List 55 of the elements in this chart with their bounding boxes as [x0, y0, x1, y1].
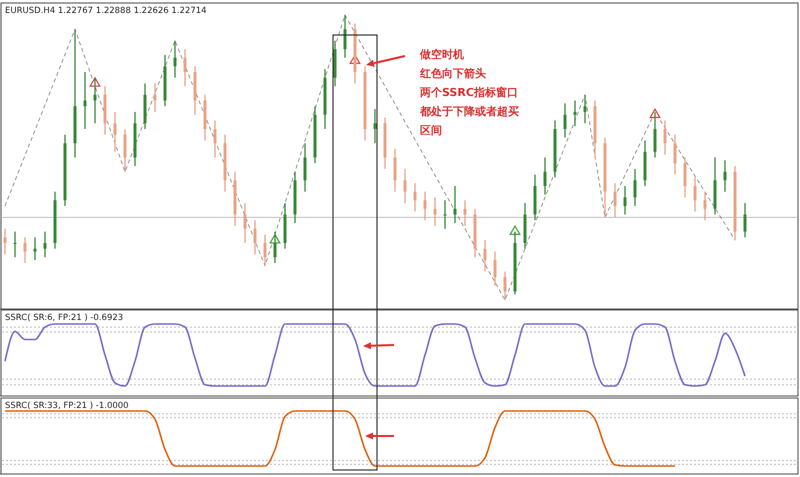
candlestick [264, 234, 266, 266]
candlestick [34, 236, 36, 261]
candlestick [84, 71, 86, 130]
candlestick [574, 100, 576, 127]
candlestick [664, 120, 666, 156]
candlestick [244, 202, 246, 244]
chart-title: EURUSD.H4 1.22767 1.22888 1.22626 1.22714 [5, 6, 207, 16]
annotation: 两个SSRC指标窗口 [419, 86, 518, 99]
candlestick [634, 168, 636, 207]
candlestick [614, 182, 616, 218]
candlestick [484, 240, 486, 272]
candlestick [434, 196, 436, 227]
candlestick [124, 128, 126, 172]
candlestick [504, 270, 506, 301]
candlestick [654, 111, 656, 158]
candlestick [694, 176, 696, 212]
candlestick [214, 120, 216, 158]
candlestick [14, 230, 16, 258]
candlestick [564, 102, 566, 138]
candlestick [24, 236, 26, 264]
point [510, 225, 520, 235]
candlestick [94, 77, 96, 124]
candlestick [424, 191, 426, 221]
annotation: 都处于下降或者超买 [419, 105, 519, 118]
candlestick [544, 156, 546, 196]
candlestick [414, 182, 416, 212]
candlestick [494, 250, 496, 286]
candlestick [684, 156, 686, 198]
candlestick [184, 48, 186, 87]
candlestick [4, 228, 6, 256]
annotation: 红色向下箭头 [419, 67, 486, 80]
candlestick [44, 230, 46, 258]
candlestick [624, 185, 626, 216]
candlestick [464, 200, 466, 227]
candlestick [344, 14, 346, 58]
candlestick [584, 94, 586, 124]
chart-title: SSRC( SR:6, FP:21 ) -0.6923 [5, 313, 124, 323]
candlestick [404, 168, 406, 204]
candlestick [114, 111, 116, 152]
candlestick [374, 108, 376, 144]
chart-title: SSRC( SR:33, FP:21 ) -1.0000 [5, 401, 129, 411]
candlestick [704, 191, 706, 221]
candlestick [304, 142, 306, 192]
candlestick [444, 200, 446, 230]
candlestick [154, 82, 156, 113]
candlestick [454, 185, 456, 224]
annotation: 做空时机 [419, 48, 464, 61]
candlestick [174, 40, 176, 78]
candlestick [724, 160, 726, 192]
annotation: 区间 [420, 124, 442, 137]
candlestick [274, 230, 276, 264]
candlestick [744, 202, 746, 238]
candlestick [394, 148, 396, 192]
candlestick [254, 220, 256, 256]
candlestick [674, 134, 676, 176]
